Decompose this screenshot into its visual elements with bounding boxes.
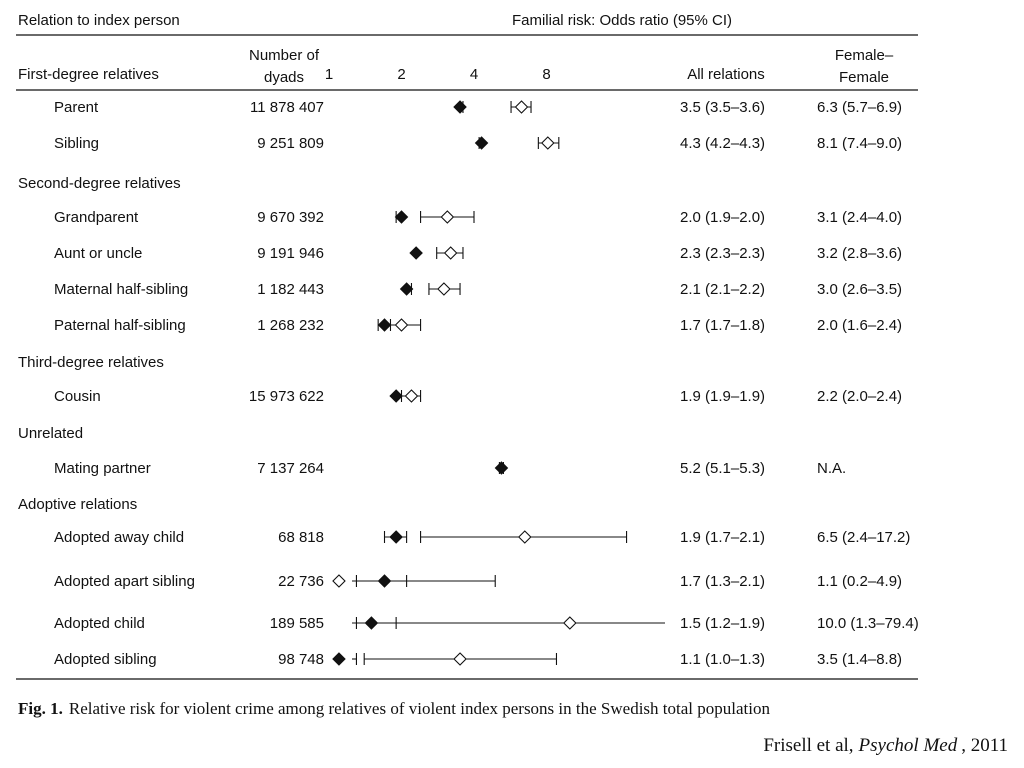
- all-point-adopted-sibling: [332, 652, 346, 666]
- ff-point-grandparent: [440, 210, 455, 224]
- row-label-adopted-sibling: Adopted sibling: [54, 651, 157, 668]
- female-female-value-adopted-child: 10.0 (1.3–79.4): [817, 615, 919, 632]
- dyads-header-line1: Number of: [249, 47, 320, 64]
- ff-point-adopted-child: [563, 616, 577, 630]
- all-relations-value-aunt-or-uncle: 2.3 (2.3–2.3): [680, 245, 765, 262]
- dyads-paternal-half-sibling: 1 268 232: [257, 317, 324, 334]
- row-label-maternal-half-sibling: Maternal half-sibling: [54, 281, 188, 298]
- forest-rows: Parent 11 878 407 3.5 (3.5–3.6) 6.3 (5.7–6.…: [18, 99, 919, 668]
- group-label-third-degree-relatives: Third-degree relatives: [18, 354, 164, 371]
- all-relations-value-maternal-half-sibling: 2.1 (2.1–2.2): [680, 281, 765, 298]
- female-female-value-adopted-sibling: 3.5 (1.4–8.8): [817, 651, 902, 668]
- female-female-value-paternal-half-sibling: 2.0 (1.6–2.4): [817, 317, 902, 334]
- citation: Frisell et al, Psychol Med, 2011: [763, 735, 1008, 756]
- female-female-header-line2: Female: [839, 69, 889, 86]
- female-female-value-grandparent: 3.1 (2.4–4.0): [817, 209, 902, 226]
- female-female-value-mating-partner: N.A.: [817, 460, 846, 477]
- dyads-cousin: 15 973 622: [249, 388, 324, 405]
- figure-caption: Fig. 1. Relative risk for violent crime a…: [18, 699, 770, 718]
- x-axis-ticks: 1 2 4 8: [325, 66, 551, 83]
- first-degree-header: First-degree relatives: [18, 66, 159, 83]
- row-label-adopted-apart-sibling: Adopted apart sibling: [54, 573, 195, 590]
- caption-prefix: Fig. 1.: [18, 699, 63, 718]
- all-relations-value-grandparent: 2.0 (1.9–2.0): [680, 209, 765, 226]
- citation-year: , 2011: [961, 735, 1008, 756]
- row-label-cousin: Cousin: [54, 388, 101, 405]
- ff-point-adopted-away-child: [518, 530, 532, 544]
- ff-ci-adopted-child: [355, 617, 665, 629]
- female-female-value-cousin: 2.2 (2.0–2.4): [817, 388, 902, 405]
- ff-point-adopted-sibling: [453, 652, 467, 666]
- x-tick-label-2: 2: [397, 66, 405, 83]
- citation-author: Frisell et al,: [763, 735, 853, 756]
- citation-journal: Psychol Med: [858, 735, 958, 756]
- all-relations-value-mating-partner: 5.2 (5.1–5.3): [680, 460, 765, 477]
- dyads-maternal-half-sibling: 1 182 443: [257, 281, 324, 298]
- row-label-grandparent: Grandparent: [54, 209, 139, 226]
- all-point-adopted-away-child: [389, 530, 403, 544]
- dyads-mating-partner: 7 137 264: [257, 460, 324, 477]
- group-label-adoptive-relations: Adoptive relations: [18, 496, 137, 513]
- dyads-adopted-away-child: 68 818: [278, 529, 324, 546]
- all-relations-value-adopted-child: 1.5 (1.2–1.9): [680, 615, 765, 632]
- all-relations-value-parent: 3.5 (3.5–3.6): [680, 99, 765, 116]
- female-female-value-sibling: 8.1 (7.4–9.0): [817, 135, 902, 152]
- ff-point-aunt-or-uncle: [443, 246, 458, 260]
- all-relations-value-cousin: 1.9 (1.9–1.9): [680, 388, 765, 405]
- ff-point-maternal-half-sibling: [437, 282, 451, 296]
- all-relations-value-adopted-sibling: 1.1 (1.0–1.3): [680, 651, 765, 668]
- all-point-paternal-half-sibling: [377, 318, 392, 332]
- ff-point-parent: [514, 100, 529, 114]
- caption-text: Relative risk for violent crime among re…: [69, 699, 771, 718]
- row-label-sibling: Sibling: [54, 135, 99, 152]
- row-label-parent: Parent: [54, 99, 99, 116]
- all-point-mating-partner: [494, 461, 509, 475]
- group-label-unrelated: Unrelated: [18, 425, 83, 442]
- all-point-parent: [453, 100, 467, 114]
- all-point-aunt-or-uncle: [409, 246, 423, 260]
- dyads-sibling: 9 251 809: [257, 135, 324, 152]
- row-label-mating-partner: Mating partner: [54, 460, 151, 477]
- dyads-grandparent: 9 670 392: [257, 209, 324, 226]
- female-female-header-line1: Female–: [835, 47, 894, 64]
- row-label-adopted-away-child: Adopted away child: [54, 529, 184, 546]
- ff-point-adopted-apart-sibling: [332, 574, 346, 588]
- all-point-adopted-child: [364, 616, 379, 630]
- all-point-maternal-half-sibling: [399, 282, 414, 296]
- all-ci-adopted-sibling: [352, 653, 357, 665]
- all-relations-value-adopted-apart-sibling: 1.7 (1.3–2.1): [680, 573, 765, 590]
- female-female-value-aunt-or-uncle: 3.2 (2.8–3.6): [817, 245, 902, 262]
- row-label-paternal-half-sibling: Paternal half-sibling: [54, 317, 186, 334]
- dyads-adopted-apart-sibling: 22 736: [278, 573, 324, 590]
- relation-header: Relation to index person: [18, 12, 180, 29]
- dyads-aunt-or-uncle: 9 191 946: [257, 245, 324, 262]
- dyads-adopted-child: 189 585: [270, 615, 324, 632]
- all-relations-value-sibling: 4.3 (4.2–4.3): [680, 135, 765, 152]
- dyads-header-line2: dyads: [264, 69, 304, 86]
- ff-point-paternal-half-sibling: [394, 318, 409, 332]
- risk-header: Familial risk: Odds ratio (95% CI): [512, 12, 732, 29]
- all-relations-value-adopted-away-child: 1.9 (1.7–2.1): [680, 529, 765, 546]
- x-tick-label-8: 8: [542, 66, 550, 83]
- female-female-value-adopted-away-child: 6.5 (2.4–17.2): [817, 529, 910, 546]
- row-label-aunt-or-uncle: Aunt or uncle: [54, 245, 142, 262]
- all-relations-header: All relations: [687, 66, 765, 83]
- all-point-adopted-apart-sibling: [377, 574, 392, 588]
- x-tick-label-1: 1: [325, 66, 333, 83]
- ff-point-cousin: [404, 389, 419, 403]
- all-point-sibling: [474, 136, 489, 150]
- dyads-parent: 11 878 407: [250, 99, 324, 116]
- female-female-value-parent: 6.3 (5.7–6.9): [817, 99, 902, 116]
- x-tick-label-4: 4: [470, 66, 478, 83]
- female-female-value-maternal-half-sibling: 3.0 (2.6–3.5): [817, 281, 902, 298]
- female-female-value-adopted-apart-sibling: 1.1 (0.2–4.9): [817, 573, 902, 590]
- all-relations-value-paternal-half-sibling: 1.7 (1.7–1.8): [680, 317, 765, 334]
- row-label-adopted-child: Adopted child: [54, 615, 145, 632]
- group-label-second-degree-relatives: Second-degree relatives: [18, 175, 181, 192]
- dyads-adopted-sibling: 98 748: [278, 651, 324, 668]
- ff-point-sibling: [541, 136, 555, 150]
- all-point-grandparent: [394, 210, 409, 224]
- all-point-cousin: [389, 389, 403, 403]
